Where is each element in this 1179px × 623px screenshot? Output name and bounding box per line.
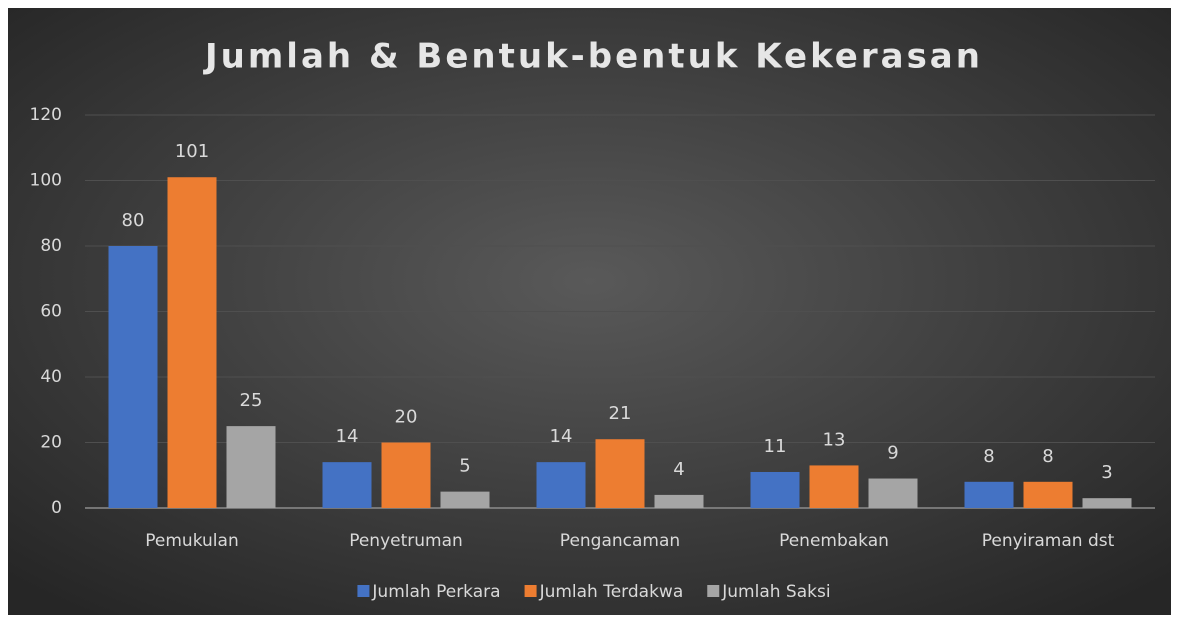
legend-label: Jumlah Saksi [721,582,830,602]
value-label: 21 [609,403,632,424]
x-tick-label: Pemukulan [145,531,238,551]
value-label: 80 [122,210,145,231]
value-label: 3 [1101,462,1112,483]
value-label: 4 [673,459,684,480]
y-tick-label: 100 [30,171,62,191]
value-label: 20 [395,407,418,428]
legend-swatch [357,585,370,597]
value-label: 101 [175,141,209,162]
legend-label: Jumlah Perkara [371,582,500,602]
bar [167,177,217,508]
value-label: 13 [823,429,846,450]
bar [868,478,918,508]
bar [322,462,372,508]
value-label: 8 [983,446,994,467]
bar [108,246,158,508]
chart-title: Jumlah & Bentuk-bentuk Kekerasan [203,37,983,77]
bar [381,442,431,508]
bar [654,494,704,508]
y-tick-label: 80 [40,236,62,256]
value-label: 11 [764,436,787,457]
legend-swatch [524,585,537,597]
bar [226,426,276,508]
value-label: 25 [240,390,263,411]
value-label: 9 [887,443,898,464]
y-tick-label: 20 [40,433,62,453]
bar [964,481,1014,508]
bar [536,462,586,508]
bar [440,491,490,508]
value-label: 8 [1042,446,1053,467]
x-tick-label: Penyetruman [349,531,463,551]
bar [809,465,859,508]
bar [1023,481,1073,508]
y-tick-label: 120 [30,105,62,125]
value-label: 14 [550,426,573,447]
legend-swatch [707,585,720,597]
bar [750,471,800,508]
bar [595,439,645,508]
x-tick-label: Pengancaman [560,531,680,551]
y-tick-label: 0 [51,498,62,518]
y-tick-label: 40 [40,367,62,387]
y-tick-label: 60 [40,302,62,322]
legend-label: Jumlah Terdakwa [539,582,684,602]
x-tick-label: Penembakan [779,531,889,551]
bar [1082,498,1132,508]
value-label: 5 [459,456,470,477]
value-label: 14 [336,426,359,447]
x-tick-label: Penyiraman dst [982,531,1115,551]
